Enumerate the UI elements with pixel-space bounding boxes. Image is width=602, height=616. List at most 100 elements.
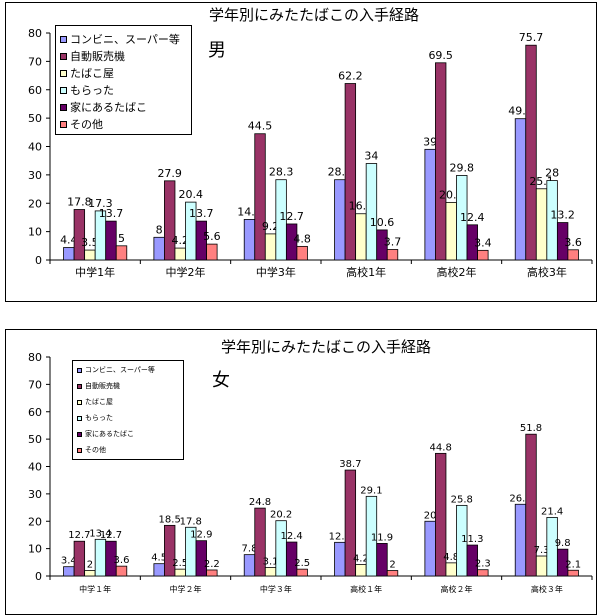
bar-girls-1-1 <box>164 524 176 577</box>
bar-girls-1-5 <box>525 433 537 577</box>
data-label: 12.4 <box>281 531 303 542</box>
bar-boys-0-3 <box>334 179 346 261</box>
data-label: 12.4 <box>460 211 485 224</box>
data-label: 12.9 <box>190 530 212 541</box>
data-label: 13.7 <box>189 207 214 220</box>
data-label: 3.4 <box>61 556 77 567</box>
data-label: 27.9 <box>157 167 182 180</box>
data-label: 7.3 <box>534 545 550 556</box>
bar-boys-2-3 <box>355 213 367 261</box>
data-label: 29.8 <box>450 161 475 174</box>
category-label: 中学2年 <box>166 265 206 279</box>
data-label: 17.8 <box>180 516 202 527</box>
bar-boys-4-2 <box>285 223 298 261</box>
bar-boys-1-2 <box>254 133 266 261</box>
data-label: 3.5 <box>81 236 99 249</box>
data-label: 12.7 <box>100 530 122 541</box>
data-label: 12.7 <box>279 210 304 223</box>
data-label: 75.7 <box>519 31 544 44</box>
legend-item: もらった <box>60 82 114 98</box>
legend-label: その他 <box>85 446 106 454</box>
data-label: 2.5 <box>294 558 310 569</box>
data-label: 24.8 <box>249 497 271 508</box>
y-tick-label: 30 <box>28 169 42 182</box>
bar-girls-4-3 <box>376 543 388 577</box>
data-label: 8 <box>156 223 163 236</box>
data-label: 25.8 <box>451 494 473 505</box>
bar-boys-0-0 <box>63 247 75 261</box>
bar-boys-3-4 <box>456 175 468 261</box>
bar-girls-2-4 <box>445 562 457 577</box>
data-label: 7.8 <box>242 544 258 555</box>
chart-title: 学年別にみたたばこの入手経路 <box>221 338 431 356</box>
legend-item: コンビニ、スーパー等 <box>77 365 155 375</box>
data-label: 28 <box>545 167 559 180</box>
y-tick-label: 20 <box>28 197 42 210</box>
legend-item: 家にあるたばこ <box>60 99 147 115</box>
legend-label: もらった <box>85 414 113 422</box>
bar-girls-4-5 <box>556 548 569 577</box>
data-label: 2.2 <box>204 559 220 570</box>
bar-boys-3-3 <box>365 163 378 261</box>
legend-item: たばこ屋 <box>77 397 113 407</box>
bar-boys-5-3 <box>386 249 399 261</box>
bar-boys-5-0 <box>115 245 128 261</box>
y-tick-label: 10 <box>28 226 42 239</box>
bar-girls-0-4 <box>424 520 436 577</box>
legend-swatch <box>77 447 82 453</box>
chart-panel-girls: 学年別にみたたばこの入手経路 0 10 20 30 40 50 60 70 80 3.4 12.7 2 1… <box>5 329 597 615</box>
sex-label-boys: 男 <box>208 40 226 61</box>
bar-boys-2-2 <box>264 233 277 261</box>
bar-boys-1-1 <box>164 180 176 261</box>
category-label: 中学２年 <box>170 584 202 594</box>
legend-item: もらった <box>77 413 113 423</box>
category-label: 中学１年 <box>79 584 111 594</box>
bar-boys-3-5 <box>546 180 558 261</box>
legend-swatch <box>60 120 67 128</box>
y-tick-label: 80 <box>28 27 42 40</box>
data-label: 3.4 <box>474 236 492 249</box>
bar-girls-0-0 <box>63 566 75 577</box>
y-tick-label: 0 <box>35 570 42 583</box>
data-label: 10.6 <box>370 216 395 229</box>
bar-girls-0-5 <box>514 503 527 577</box>
bar-girls-5-5 <box>567 569 579 577</box>
bar-boys-4-1 <box>195 220 207 261</box>
category-label: 中学1年 <box>75 265 115 279</box>
y-tick-label: 70 <box>28 378 42 391</box>
bar-girls-4-0 <box>105 540 117 577</box>
bar-boys-2-5 <box>535 188 548 261</box>
bar-boys-0-4 <box>424 148 436 261</box>
bar-girls-5-2 <box>296 568 308 577</box>
bar-girls-4-1 <box>195 540 207 577</box>
data-label: 4.2 <box>171 234 189 247</box>
data-label: 3.7 <box>384 236 402 249</box>
sex-label-girls: 女 <box>212 370 230 391</box>
legend-item: その他 <box>77 445 106 455</box>
legend-item: コンビニ、スーパー等 <box>60 31 180 47</box>
bar-girls-3-2 <box>275 520 287 577</box>
bar-girls-4-4 <box>466 544 478 577</box>
bar-boys-1-0 <box>73 209 86 261</box>
bar-boys-0-1 <box>153 236 165 261</box>
data-label: 3.1 <box>263 557 279 568</box>
bar-girls-0-3 <box>334 541 346 577</box>
data-label: 28.3 <box>269 166 294 179</box>
data-label: 12.3 <box>329 531 351 542</box>
data-label: 20.2 <box>270 510 292 521</box>
data-label: 29.1 <box>360 485 382 496</box>
data-label: 13.4 <box>89 528 111 539</box>
data-label: 44.5 <box>248 120 273 133</box>
data-label: 9.8 <box>555 538 571 549</box>
data-label: 21.4 <box>541 506 563 517</box>
legend-girls: コンビニ、スーパー等 自動販売機 たばこ屋 もらった 家にあるたばこ その他 <box>72 360 184 460</box>
bar-girls-5-1 <box>206 569 218 577</box>
legend-swatch <box>60 103 67 111</box>
bar-girls-3-4 <box>456 504 468 577</box>
data-label: 4.2 <box>353 554 369 565</box>
data-label: 34 <box>364 150 378 163</box>
data-label: 4.4 <box>60 234 78 247</box>
data-label: 11.3 <box>461 534 483 545</box>
legend-swatch <box>77 431 82 437</box>
data-label: 69.5 <box>428 49 453 62</box>
